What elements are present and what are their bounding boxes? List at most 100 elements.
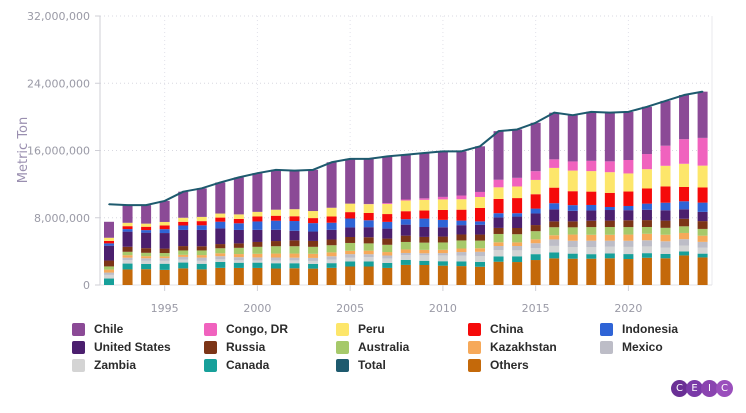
bar-segment-mexico [623, 240, 634, 247]
legend-item-canada[interactable]: Canada [204, 357, 269, 373]
legend-item-zambia[interactable]: Zambia [72, 357, 136, 373]
bar-segment-china [475, 207, 485, 222]
bar-segment-zambia [400, 255, 411, 260]
bar-segment-canada [178, 262, 189, 269]
bar-segment-united-states [382, 228, 393, 239]
bar-segment-kazakhstan [122, 255, 133, 258]
legend-item-congo-dr[interactable]: Congo, DR [204, 321, 288, 337]
bar-segment-mexico [289, 257, 300, 261]
bar-segment-mexico [512, 245, 523, 251]
total-point [163, 200, 166, 202]
bar-segment-kazakhstan [493, 242, 504, 246]
bar-segment-kazakhstan [456, 248, 467, 253]
bar-segment-china [363, 212, 374, 221]
bar-segment-united-states [604, 210, 615, 221]
bar-segment-peru [660, 165, 671, 187]
bar-segment-china [641, 188, 652, 204]
bar-segment-indonesia [400, 219, 411, 225]
bar-segment-mexico [530, 243, 541, 249]
bar-segment-australia [159, 253, 170, 257]
bar-segment-australia [233, 247, 244, 255]
bar-segment-peru [308, 211, 319, 219]
bar-stack-2021 [641, 106, 652, 285]
bar-segment-chile [475, 146, 485, 192]
bar-segment-chile [308, 169, 319, 212]
bar-segment-united-states [437, 227, 448, 237]
legend-label: Kazakhstan [490, 340, 557, 354]
bar-segment-peru [326, 207, 337, 217]
legend-item-others[interactable]: Others [468, 357, 529, 373]
bar-segment-zambia [697, 247, 708, 254]
bar-segment-china [270, 215, 281, 221]
bar-segment-chile [159, 200, 170, 222]
bar-segment-chile [270, 169, 281, 210]
x-tick-label: 2020 [614, 302, 642, 315]
bar-segment-russia [252, 241, 263, 247]
bar-segment-indonesia [419, 218, 430, 227]
legend-item-united-states[interactable]: United States [72, 339, 171, 355]
bar-segment-united-states [270, 229, 281, 242]
bar-segment-china [437, 209, 448, 220]
bar-segment-zambia [382, 258, 393, 263]
legend-label: Chile [94, 322, 124, 336]
bar-segment-indonesia [196, 225, 207, 230]
bar-segment-united-states [233, 229, 244, 244]
bar-segment-kazakhstan [530, 239, 541, 244]
bar-stack-2003 [308, 169, 319, 285]
bar-segment-chile [641, 106, 652, 155]
bar-stack-2004 [326, 162, 337, 285]
bar-segment-china [456, 209, 467, 221]
bar-segment-indonesia [382, 221, 393, 229]
legend-label: Congo, DR [226, 322, 288, 336]
bar-segment-russia [215, 244, 226, 249]
legend-item-russia[interactable]: Russia [204, 339, 265, 355]
bar-segment-chile [400, 154, 411, 200]
bar-segment-indonesia [660, 202, 671, 211]
bar-segment-kazakhstan [215, 253, 226, 257]
legend-swatch [72, 340, 85, 354]
bar-segment-australia [122, 251, 133, 256]
bar-segment-russia [475, 234, 485, 241]
legend-item-indonesia[interactable]: Indonesia [600, 321, 678, 337]
bar-segment-zambia [196, 260, 207, 264]
bar-segment-russia [549, 221, 560, 228]
bar-segment-peru [345, 203, 356, 213]
bar-segment-australia [252, 246, 263, 254]
bar-segment-united-states [679, 209, 690, 219]
y-tick-label: 24,000,000 [27, 77, 90, 90]
legend-item-china[interactable]: China [468, 321, 523, 337]
bar-segment-russia [697, 221, 708, 229]
total-point [590, 111, 593, 113]
bar-stack-2024 [697, 91, 708, 285]
legend-item-total[interactable]: Total [336, 357, 386, 373]
bar-segment-canada [159, 263, 170, 270]
bar-segment-russia [660, 220, 671, 228]
bar-segment-mexico [159, 258, 170, 261]
legend-label: Indonesia [622, 322, 679, 336]
legend-item-peru[interactable]: Peru [336, 321, 385, 337]
bar-segment-others [308, 268, 319, 285]
bar-stack-2008 [400, 154, 411, 285]
total-point [479, 145, 481, 148]
total-point [664, 100, 667, 102]
bar-segment-chile [549, 112, 560, 160]
bar-segment-others [567, 258, 578, 285]
bar-segment-china [178, 221, 189, 226]
bar-segment-australia [586, 227, 597, 235]
total-point [516, 128, 518, 131]
bar-segment-china [326, 216, 337, 223]
bar-segment-mexico [270, 257, 281, 261]
legend-item-chile[interactable]: Chile [72, 321, 123, 337]
legend-item-mexico[interactable]: Mexico [600, 339, 663, 355]
bar-segment-canada [641, 253, 652, 258]
legend-item-australia[interactable]: Australia [336, 339, 409, 355]
total-line [108, 90, 704, 207]
bar-segment-kazakhstan [252, 253, 263, 258]
bar-segment-others [196, 269, 207, 285]
bar-segment-indonesia [456, 220, 467, 226]
bar-segment-russia [289, 240, 300, 247]
bar-segment-mexico [660, 241, 671, 248]
bar-segment-chile [604, 112, 615, 162]
bar-segment-canada [400, 259, 411, 265]
legend-item-kazakhstan[interactable]: Kazakhstan [468, 339, 557, 355]
